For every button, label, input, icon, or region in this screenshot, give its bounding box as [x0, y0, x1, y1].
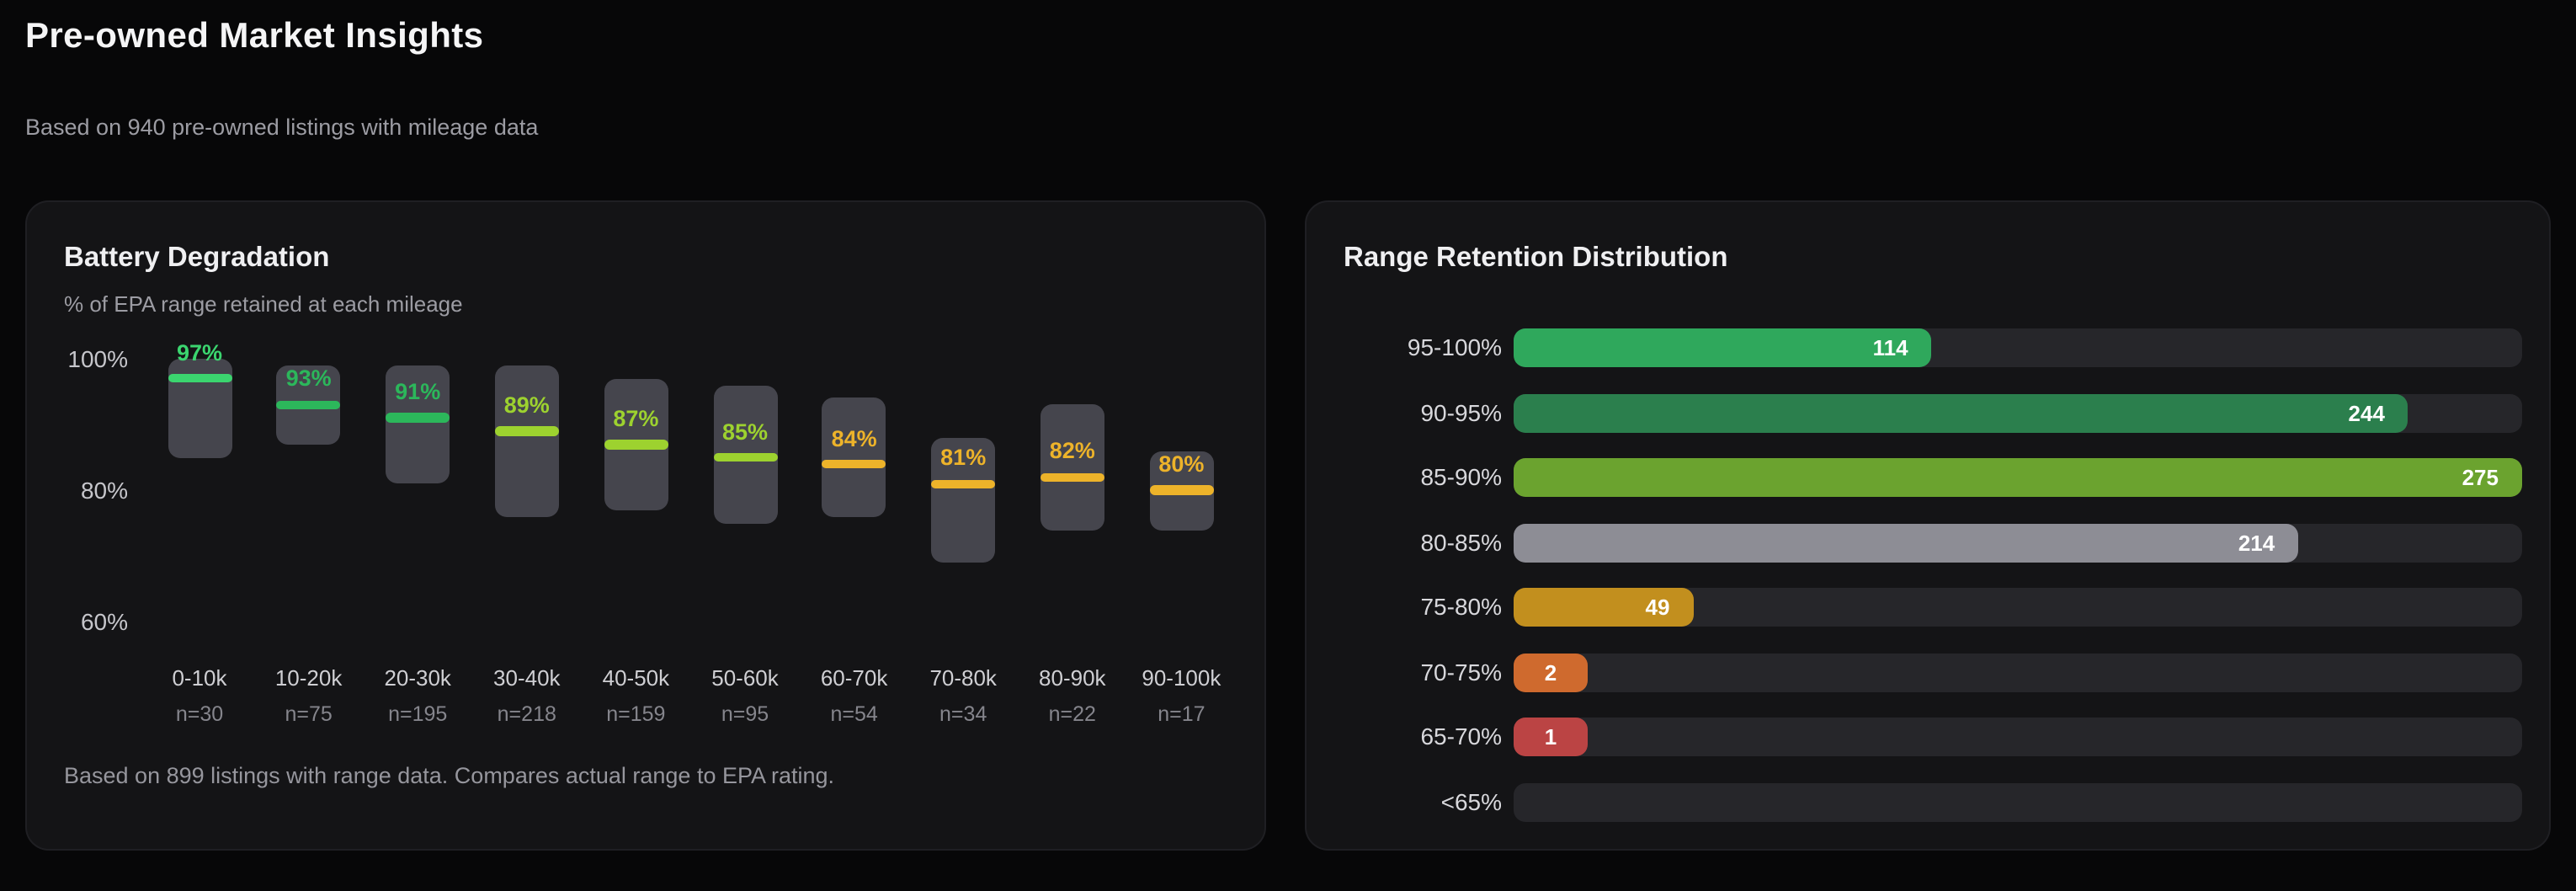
bar-track — [1514, 718, 2522, 756]
bar-value-label: 2 — [1544, 659, 1557, 685]
x-axis-category-label: 60-70k — [820, 665, 888, 691]
box-range — [931, 437, 996, 563]
bar-fill — [1514, 523, 2299, 562]
median-line — [168, 373, 232, 383]
y-axis-tick: 100% — [67, 345, 128, 372]
bar-fill — [1514, 393, 2408, 432]
retention-bar-chart: 95-100% 114 90-95% 244 85-90% 275 80-85% 214 75-… — [1307, 202, 2549, 849]
median-line — [713, 452, 777, 462]
x-axis-category-label: 0-10k — [172, 665, 227, 691]
y-axis-tick: 60% — [80, 608, 128, 636]
sample-size-label: n=95 — [721, 702, 769, 726]
median-value-label: 87% — [613, 405, 659, 431]
bar-value-label: 214 — [2238, 530, 2275, 555]
x-axis-category-label: 40-50k — [602, 665, 670, 691]
x-axis-category-label: 10-20k — [274, 665, 343, 691]
x-axis-category-label: 20-30k — [384, 665, 451, 691]
median-value-label: 84% — [831, 425, 877, 451]
bar-row-label: 90-95% — [1420, 398, 1502, 425]
median-value-label: 91% — [395, 379, 441, 405]
bar-fill — [1514, 588, 1694, 627]
median-line — [1149, 485, 1214, 495]
median-line — [931, 479, 996, 489]
bar-fill — [1514, 718, 1588, 756]
bar-row-label: 95-100% — [1407, 333, 1502, 360]
retention-card-title: Range Retention Distribution — [1344, 243, 1728, 273]
bar-value-label: 49 — [1645, 595, 1670, 620]
bar-row-label: 80-85% — [1420, 528, 1502, 555]
bar-track — [1514, 782, 2522, 821]
sample-size-label: n=54 — [830, 702, 878, 726]
bar-fill — [1514, 328, 1932, 367]
bar-row-label: 70-75% — [1420, 658, 1502, 685]
bar-fill — [1514, 653, 1588, 691]
sample-size-label: n=22 — [1048, 702, 1096, 726]
sample-size-label: n=17 — [1158, 702, 1206, 726]
sample-size-label: n=75 — [285, 702, 333, 726]
median-line — [604, 440, 668, 450]
box-range — [1040, 404, 1104, 531]
x-axis-category-label: 30-40k — [493, 665, 561, 691]
x-axis-category-label: 80-90k — [1039, 665, 1106, 691]
sample-size-label: n=34 — [939, 702, 987, 726]
median-line — [386, 413, 450, 423]
box-range — [386, 365, 450, 484]
sample-size-label: n=195 — [388, 702, 448, 726]
median-line — [822, 459, 886, 469]
bar-track — [1514, 653, 2522, 691]
median-line — [494, 426, 559, 436]
battery-card-title: Battery Degradation — [64, 243, 330, 273]
bar-row-label: 85-90% — [1420, 463, 1502, 490]
x-axis-category-label: 90-100k — [1142, 665, 1221, 691]
sample-size-label: n=30 — [175, 702, 224, 726]
battery-card-subtitle: % of EPA range retained at each mileage — [64, 291, 463, 317]
bar-row-label: <65% — [1440, 787, 1502, 814]
median-value-label: 93% — [285, 365, 332, 392]
bar-row-label: 75-80% — [1420, 593, 1502, 620]
bar-value-label: 244 — [2348, 400, 2385, 425]
x-axis-category-label: 50-60k — [711, 665, 779, 691]
battery-card-footnote: Based on 899 listings with range data. C… — [64, 763, 835, 788]
median-line — [1040, 472, 1104, 483]
bar-fill — [1514, 458, 2522, 497]
bar-value-label: 275 — [2462, 465, 2499, 490]
battery-boxplot-chart: 100% 80% 60% 97% 0-10k n=30 93% 10-20k n=75 91% 20… — [27, 202, 1264, 849]
bar-row-label: 65-70% — [1420, 723, 1502, 750]
page-subtitle: Based on 940 pre-owned listings with mil… — [25, 115, 539, 140]
x-axis-category-label: 70-80k — [929, 665, 997, 691]
battery-degradation-card: Battery Degradation % of EPA range retai… — [25, 200, 1266, 851]
median-value-label: 97% — [176, 339, 223, 365]
bar-value-label: 114 — [1872, 335, 1908, 360]
sample-size-label: n=159 — [606, 702, 666, 726]
sample-size-label: n=218 — [497, 702, 556, 726]
box-range — [822, 397, 886, 517]
bar-value-label: 1 — [1544, 724, 1557, 750]
median-value-label: 89% — [503, 392, 550, 418]
y-axis-tick: 80% — [80, 477, 128, 504]
median-value-label: 80% — [1158, 451, 1205, 478]
median-value-label: 82% — [1049, 438, 1095, 464]
box-range — [494, 365, 559, 517]
page-title: Pre-owned Market Insights — [25, 17, 484, 56]
range-retention-card: Range Retention Distribution 95-100% 114 9… — [1305, 200, 2551, 851]
median-line — [276, 400, 341, 410]
median-value-label: 85% — [721, 419, 769, 445]
median-value-label: 81% — [940, 445, 987, 471]
